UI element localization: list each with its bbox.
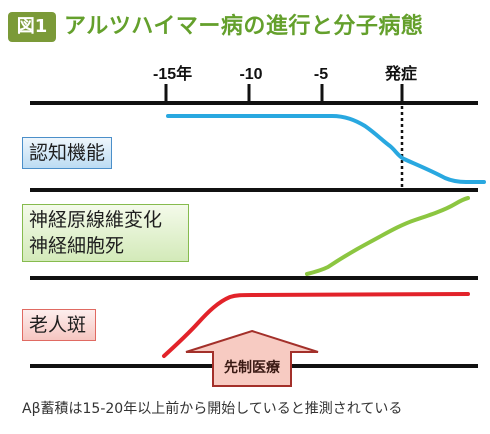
figure-title: アルツハイマー病の進行と分子病態: [64, 14, 424, 39]
tick-label-minus-15: -15年: [153, 64, 192, 83]
senile-plaque-label-box: 老人斑: [22, 309, 96, 341]
preemptive-medicine-arrow: [185, 329, 319, 387]
cognitive-function-curve: [166, 114, 486, 184]
tick-label-minus-5: -5: [314, 66, 328, 83]
figure-badge: 図1: [8, 12, 56, 42]
senile-plaque-label: 老人斑: [29, 314, 87, 336]
cognitive-function-label: 認知機能: [29, 142, 106, 164]
neuronal-death-label: 神経細胞死: [29, 235, 125, 257]
neurofibrillary-tangle-label: 神経原線維変化: [29, 209, 163, 231]
tick-label-minus-10: -10: [239, 66, 262, 83]
tick-label-onset: 発症: [384, 64, 417, 83]
cognitive-function-label-box: 認知機能: [22, 137, 112, 169]
neuronal-death-curve: [305, 196, 470, 276]
neuronal-change-label-box: 神経原線維変化 神経細胞死: [22, 204, 189, 262]
footnote: Aβ蓄積は15-20年以上前から開始していると推測されている: [22, 401, 403, 417]
preemptive-medicine-label: 先制医療: [224, 359, 281, 376]
senile-plaque-curve: [162, 292, 470, 358]
